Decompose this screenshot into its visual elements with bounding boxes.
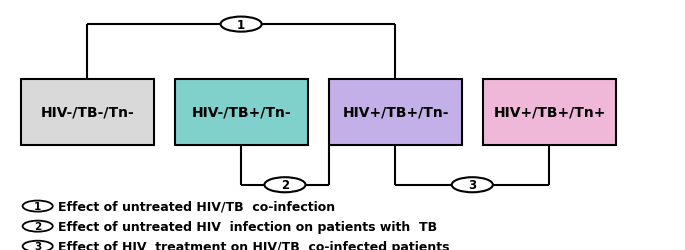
- Text: HIV-/TB+/Tn-: HIV-/TB+/Tn-: [192, 106, 291, 120]
- Text: Effect of HIV  treatment on HIV/TB  co-infected patients: Effect of HIV treatment on HIV/TB co-inf…: [58, 240, 450, 250]
- Text: 2: 2: [34, 221, 41, 231]
- Circle shape: [221, 18, 262, 32]
- FancyBboxPatch shape: [21, 80, 154, 145]
- Text: 1: 1: [34, 201, 41, 211]
- Circle shape: [452, 178, 493, 192]
- Text: HIV+/TB+/Tn-: HIV+/TB+/Tn-: [342, 106, 449, 120]
- Circle shape: [23, 201, 53, 212]
- FancyBboxPatch shape: [175, 80, 308, 145]
- Circle shape: [23, 221, 53, 232]
- FancyBboxPatch shape: [483, 80, 616, 145]
- Circle shape: [264, 178, 306, 192]
- Text: Effect of untreated HIV/TB  co-infection: Effect of untreated HIV/TB co-infection: [58, 200, 336, 213]
- FancyBboxPatch shape: [329, 80, 462, 145]
- Text: 3: 3: [469, 178, 476, 192]
- Text: HIV+/TB+/Tn+: HIV+/TB+/Tn+: [493, 106, 606, 120]
- Text: Effect of untreated HIV  infection on patients with  TB: Effect of untreated HIV infection on pat…: [58, 220, 437, 233]
- Text: 3: 3: [34, 241, 41, 250]
- Text: 2: 2: [281, 178, 289, 192]
- Text: 1: 1: [237, 18, 245, 32]
- Circle shape: [23, 241, 53, 250]
- Text: HIV-/TB-/Tn-: HIV-/TB-/Tn-: [40, 106, 134, 120]
